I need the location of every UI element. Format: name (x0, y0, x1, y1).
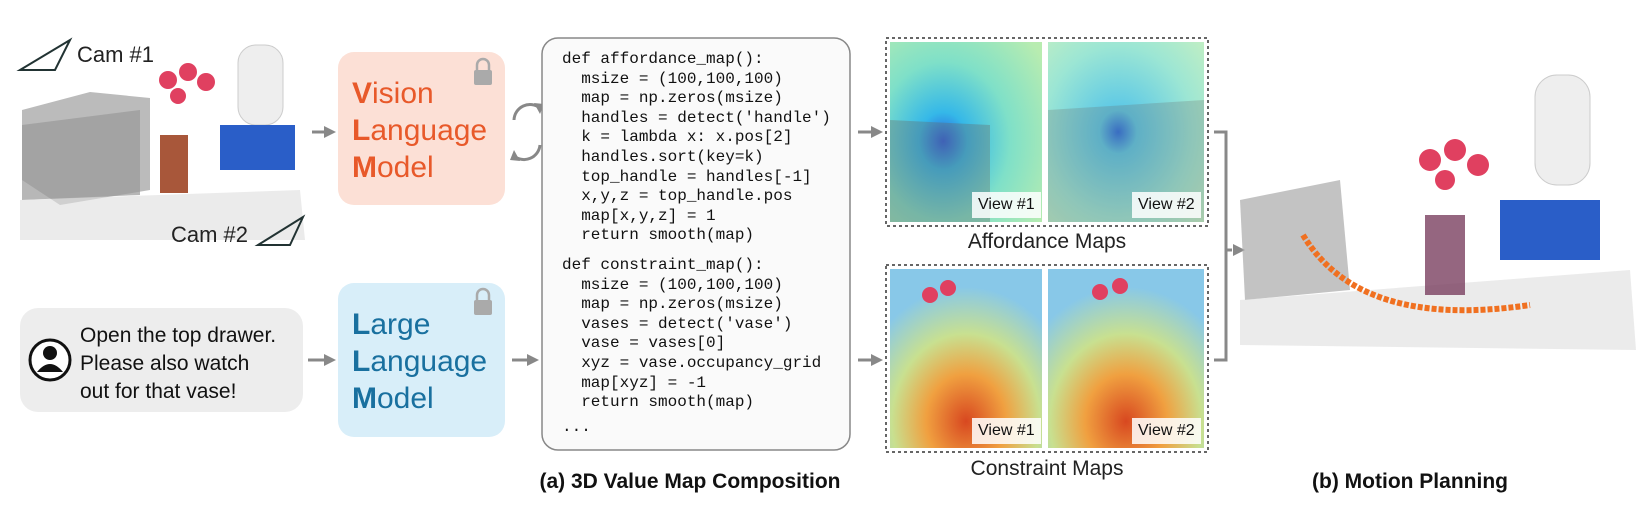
caption: (b) Motion Planning (1312, 470, 1508, 493)
code-line: map[x,y,z] = 1 (562, 206, 716, 225)
llm-title: Large Language Model (352, 306, 487, 417)
vlm-title: Vision Language Model (352, 75, 487, 186)
code-line: return smooth(map) (562, 226, 755, 245)
planning-image (1240, 74, 1636, 350)
code-line: xyz = vase.occupancy_grid (562, 353, 822, 372)
constraint-maps-label: Constraint Maps (970, 457, 1124, 480)
llm-word: Model (352, 382, 434, 415)
instruction-line: Please also watch (80, 352, 250, 375)
arrows (308, 103, 1245, 366)
instruction-line: Open the top drawer. (80, 324, 277, 347)
view-label: View #2 (1132, 418, 1201, 444)
code-box (541, 37, 851, 451)
code-ellipsis: ... (562, 418, 591, 436)
code-line: def affordance_map(): (562, 50, 764, 68)
affordance-maps-label: Affordance Maps (967, 230, 1127, 253)
scene-image (20, 40, 305, 240)
camera-label: Cam #1 (77, 42, 155, 67)
vlm-word: Language (352, 114, 488, 147)
vlm-word: Model (352, 151, 434, 184)
code-line: map[xyz] = -1 (562, 373, 707, 392)
code-line: x,y,z = top_handle.pos (562, 187, 793, 206)
view-label: View #1 (972, 192, 1041, 218)
instruction-line: out for that vase! (80, 380, 237, 403)
llm-box (338, 283, 505, 437)
code-line: return smooth(map) (562, 393, 755, 412)
code-line: map = np.zeros(msize) (562, 89, 783, 108)
code-line: handles = detect('handle') (562, 108, 831, 127)
lock-icon (474, 57, 492, 85)
instruction-box (20, 308, 303, 412)
view-label: View #1 (972, 418, 1041, 444)
affordance-code: def affordance_map(): msize = (100,100,1… (562, 50, 831, 246)
code-line: vases = detect('vase') (562, 314, 793, 333)
instruction-text: Open the top drawer. Please also watch o… (80, 322, 276, 406)
llm-word: Language (352, 345, 488, 378)
view-label: View #2 (1132, 192, 1201, 218)
camera-label: Cam #2 (171, 222, 249, 247)
caption: (a) 3D Value Map Composition (539, 470, 841, 493)
code-line: msize = (100,100,100) (562, 275, 783, 294)
code-line: top_handle = handles[-1] (562, 167, 812, 186)
camera-icon (16, 37, 73, 71)
code-line: k = lambda x: x.pos[2] (562, 128, 793, 147)
llm-word: Large (352, 308, 431, 341)
code-line: map = np.zeros(msize) (562, 295, 783, 314)
camera-icon (254, 214, 306, 246)
affordance-maps-frame (885, 37, 1209, 227)
code-line: msize = (100,100,100) (562, 69, 783, 88)
code-line: def constraint_map(): (562, 256, 764, 274)
vlm-box (338, 52, 505, 205)
constraint-code: def constraint_map(): msize = (100,100,1… (562, 256, 821, 413)
vlm-word: Vision (352, 77, 434, 110)
lock-icon (474, 287, 492, 315)
constraint-maps-frame (885, 264, 1209, 453)
code-line: handles.sort(key=k) (562, 147, 764, 166)
code-line: vase = vases[0] (562, 334, 726, 353)
